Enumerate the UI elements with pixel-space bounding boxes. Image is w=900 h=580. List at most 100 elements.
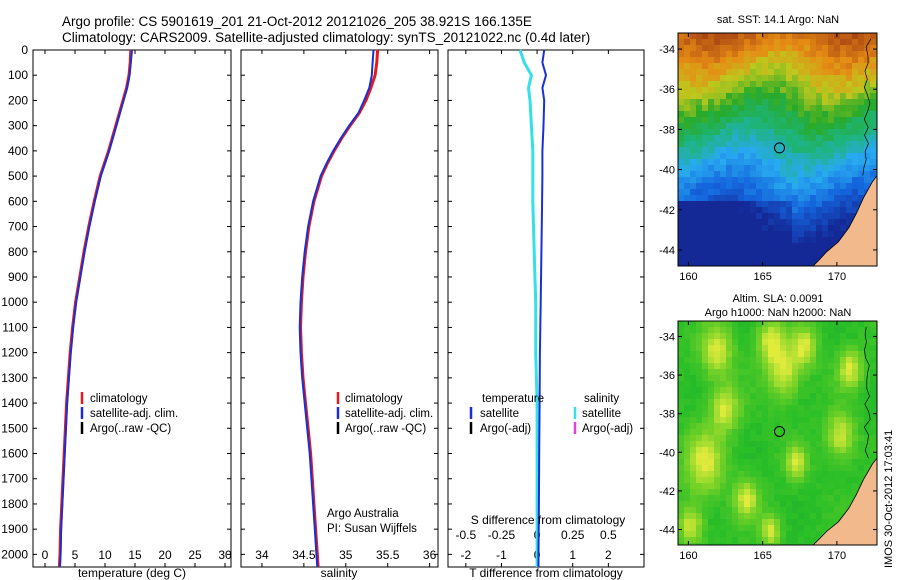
map-cell [750,213,756,219]
map-cell [786,459,792,465]
map-cell [684,519,690,525]
map-cell [852,423,858,429]
map-cell [708,501,714,507]
map-cell [708,495,714,501]
map-cell [798,123,804,129]
map-cell [822,363,828,369]
map-cell [738,495,744,501]
map-cell [870,75,876,81]
map-cell [846,33,852,39]
map-cell [864,183,870,189]
map-cell [804,483,810,489]
map-cell [738,447,744,453]
map-cell [804,411,810,417]
map-cell [798,345,804,351]
map-cell [702,207,708,213]
map-cell [744,117,750,123]
map-cell [852,123,858,129]
map-cell [858,33,864,39]
map-cell [804,357,810,363]
map-cell [780,189,786,195]
map-cell [768,123,774,129]
map-cell [828,213,834,219]
map-cell [726,105,732,111]
map-cell [798,543,804,545]
map-cell [708,249,714,255]
map-cell [732,423,738,429]
map-cell [822,501,828,507]
map-cell [720,201,726,207]
map-cell [816,237,822,243]
map-cell [714,243,720,249]
map-cell [714,45,720,51]
map-cell [834,141,840,147]
map-cell [696,87,702,93]
map-cell [732,369,738,375]
map-cell [852,87,858,93]
map-cell [768,543,774,545]
map-cell [840,369,846,375]
map-cell [858,435,864,441]
map-cell [684,351,690,357]
map-cell [690,471,696,477]
map-cell [720,531,726,537]
map-cell [870,105,876,111]
map-cell [816,375,822,381]
depth-tick-label: 1400 [1,396,28,410]
difference-plot: -2 -1 0 1 2-0.5 -0.25 0 0.25 0.5 [448,49,644,567]
map-cell [732,411,738,417]
map-cell [726,321,732,327]
map-cell [810,507,816,513]
map-cell [798,333,804,339]
map-cell [810,405,816,411]
map-cell [768,507,774,513]
map-cell [792,459,798,465]
map-cell [696,513,702,519]
map-cell [762,507,768,513]
map-cell [768,363,774,369]
map-cell [798,165,804,171]
map-cell [840,189,846,195]
map-cell [810,513,816,519]
map-cell [690,243,696,249]
map-cell [708,363,714,369]
map-cell [720,111,726,117]
map-cell [714,225,720,231]
map-cell [846,351,852,357]
map-cell [822,69,828,75]
map-cell [756,63,762,69]
map-cell [810,183,816,189]
map-cell [708,387,714,393]
map-cell [696,219,702,225]
map-cell [690,411,696,417]
map-cell [702,213,708,219]
map-cell [696,159,702,165]
map-cell [738,39,744,45]
map-cell [744,57,750,63]
map-cell [804,51,810,57]
map-cell [690,531,696,537]
map-cell [726,375,732,381]
map-cell [702,69,708,75]
map-cell [852,435,858,441]
map-cell [858,447,864,453]
map-cell [738,51,744,57]
map-cell [822,117,828,123]
map-cell [804,39,810,45]
map-cell [708,321,714,327]
map-cell [816,465,822,471]
map-cell [828,507,834,513]
map-cell [816,513,822,519]
map-cell [822,381,828,387]
map-cell [834,375,840,381]
map-cell [720,453,726,459]
map-cell [690,153,696,159]
map-cell [780,459,786,465]
map-cell [738,57,744,63]
map-cell [756,255,762,261]
map-cell [798,387,804,393]
map-cell [804,111,810,117]
map-cell [834,171,840,177]
map-cell [726,153,732,159]
map-cell [786,105,792,111]
